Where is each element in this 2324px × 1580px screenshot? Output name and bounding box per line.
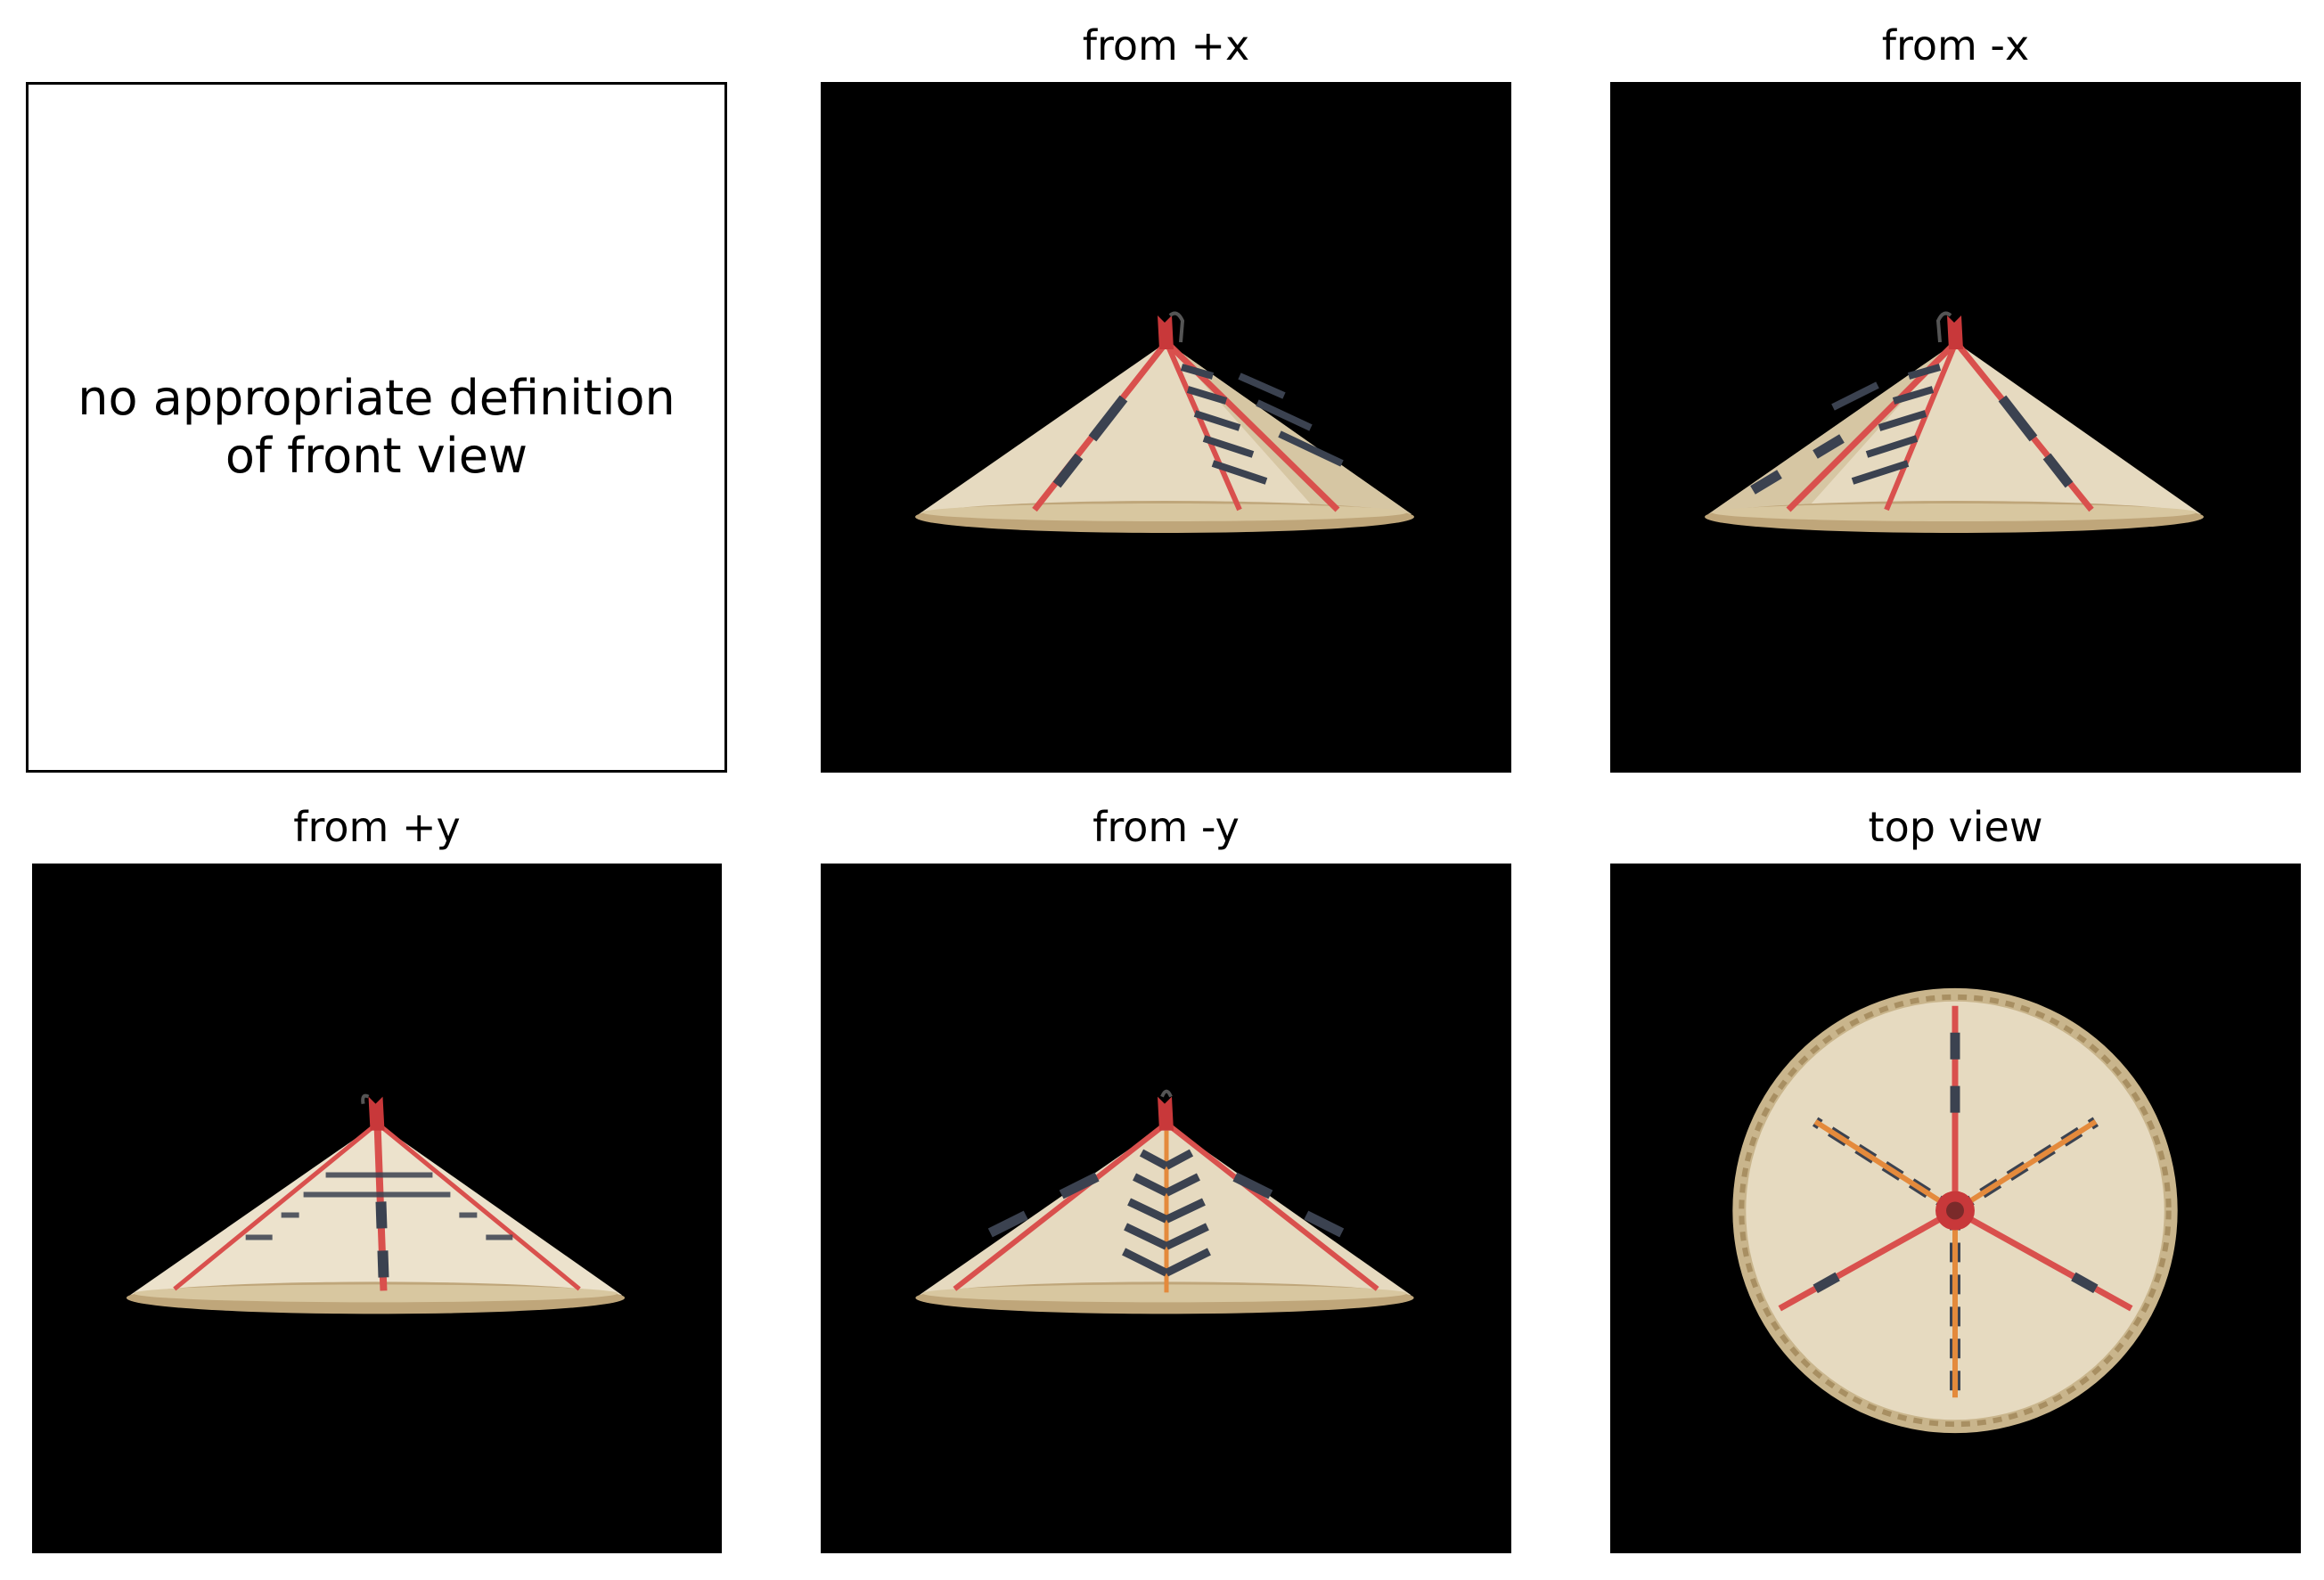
render-image	[821, 864, 1511, 1553]
panel-from-plus-y: from +y	[32, 806, 722, 1554]
panel-title: from -x	[1881, 21, 2030, 70]
panel-front-view: no appropriate definition of front view	[26, 82, 727, 773]
panel-title: from +x	[1082, 21, 1250, 70]
note-line-2: of front view	[225, 427, 528, 484]
conical-hat-top-view	[1732, 987, 2178, 1434]
panel-title: from +y	[293, 803, 461, 851]
conical-hat-side-view	[126, 1093, 626, 1314]
conical-hat-side-view	[1705, 311, 2204, 533]
front-view-frame: no appropriate definition of front view	[26, 82, 727, 773]
panel-title: from -y	[1092, 803, 1240, 851]
render-image	[32, 864, 722, 1553]
conical-hat-side-view	[915, 1089, 1414, 1314]
conical-hat-side-view	[915, 311, 1414, 533]
panel-title: top view	[1868, 803, 2043, 851]
panel-from-plus-x: from +x	[821, 25, 1511, 773]
note-line-1: no appropriate definition	[78, 369, 675, 426]
render-image	[1610, 864, 2301, 1553]
front-view-note: no appropriate definition of front view	[29, 85, 724, 770]
panel-from-minus-x: from -x	[1610, 25, 2301, 773]
panel-top-view: top view	[1610, 806, 2301, 1554]
render-image	[821, 82, 1511, 773]
panel-from-minus-y: from -y	[821, 806, 1511, 1554]
render-image	[1610, 82, 2301, 773]
